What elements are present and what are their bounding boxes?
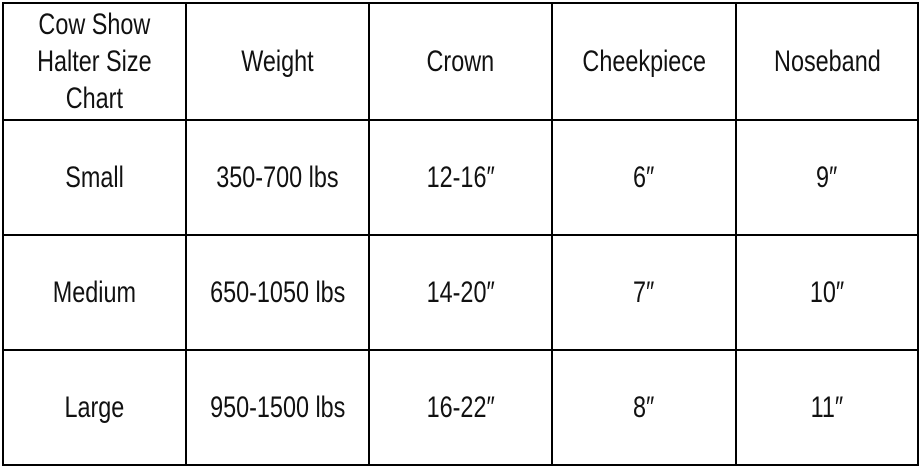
cell-value: 350-700 lbs	[216, 160, 339, 194]
cell-value: 650-1050 lbs	[209, 275, 346, 309]
noseband-cell: 10″	[735, 234, 919, 351]
cheekpiece-cell: 7″	[551, 234, 737, 351]
table-row: Large 950-1500 lbs 16-22″ 8″ 11″	[2, 349, 919, 466]
chart-title: Cow Show Halter Size Chart	[2, 2, 187, 121]
weight-cell: 650-1050 lbs	[185, 234, 370, 351]
noseband-cell: 9″	[735, 119, 919, 236]
header-label: Cheekpiece	[582, 45, 706, 78]
header-crown: Crown	[368, 2, 553, 121]
cell-value: 6″	[633, 160, 655, 194]
cell-value: 10″	[809, 275, 845, 309]
title-line: Cow Show	[38, 8, 151, 41]
cell-value: 16-22″	[426, 390, 495, 424]
header-noseband: Noseband	[735, 2, 919, 121]
cell-value: 8″	[633, 390, 655, 424]
crown-cell: 14-20″	[368, 234, 553, 351]
header-label: Weight	[241, 45, 314, 78]
header-cheekpiece: Cheekpiece	[551, 2, 737, 121]
size-label: Large	[64, 390, 125, 424]
crown-cell: 12-16″	[368, 119, 553, 236]
cell-value: 14-20″	[426, 275, 495, 309]
size-cell: Medium	[2, 234, 187, 351]
crown-cell: 16-22″	[368, 349, 553, 466]
cheekpiece-cell: 6″	[551, 119, 737, 236]
header-label: Noseband	[773, 45, 881, 78]
table-row: Small 350-700 lbs 12-16″ 6″ 9″	[2, 119, 919, 236]
size-cell: Small	[2, 119, 187, 236]
weight-cell: 950-1500 lbs	[185, 349, 370, 466]
noseband-cell: 11″	[735, 349, 919, 466]
cell-value: 7″	[633, 275, 655, 309]
cell-value: 9″	[816, 160, 838, 194]
header-weight: Weight	[185, 2, 370, 121]
weight-cell: 350-700 lbs	[185, 119, 370, 236]
size-label: Small	[65, 160, 124, 194]
header-label: Crown	[426, 45, 495, 78]
title-line: Halter Size	[37, 45, 152, 78]
header-row: Cow Show Halter Size Chart Weight Crown …	[2, 2, 919, 121]
cell-value: 11″	[810, 390, 844, 424]
cell-value: 950-1500 lbs	[209, 390, 346, 424]
table-row: Medium 650-1050 lbs 14-20″ 7″ 10″	[2, 234, 919, 351]
halter-size-chart: Cow Show Halter Size Chart Weight Crown …	[2, 2, 919, 466]
cheekpiece-cell: 8″	[551, 349, 737, 466]
size-cell: Large	[2, 349, 187, 466]
title-line: Chart	[65, 82, 124, 115]
cell-value: 12-16″	[426, 160, 495, 194]
size-label: Medium	[52, 275, 137, 309]
